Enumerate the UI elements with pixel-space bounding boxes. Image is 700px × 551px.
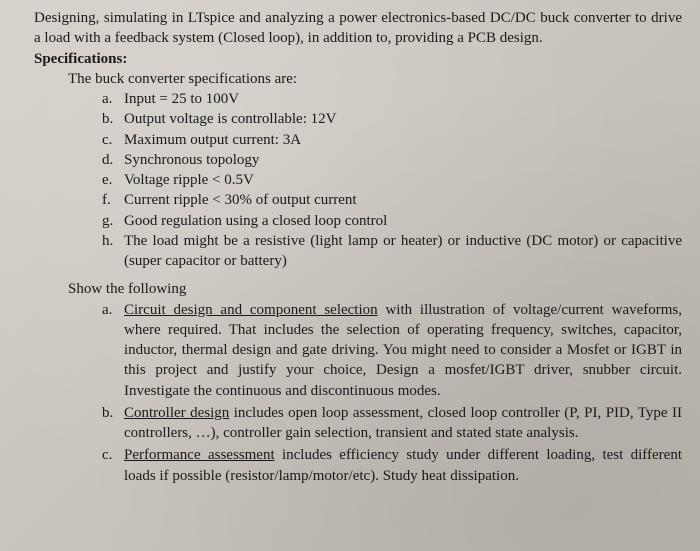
spec-text: Current ripple < 30% of output current [124,192,357,208]
intro-paragraph: Designing, simulating in LTspice and ana… [34,8,682,49]
spec-text: Good regulation using a closed loop cont… [124,213,387,229]
spec-text: Input = 25 to 100V [124,91,239,107]
show-heading: Show the following [34,279,682,299]
task-title: Controller design [124,405,229,421]
spec-item: f. Current ripple < 30% of output current [102,190,682,210]
task-marker: b. [102,403,113,423]
spec-marker: g. [102,211,113,231]
specifications-list: a. Input = 25 to 100V b. Output voltage is… [34,89,682,271]
task-item: a. Circuit design and component selectio… [102,300,682,401]
spec-item: c. Maximum output current: 3A [102,130,682,150]
task-marker: a. [102,300,112,320]
task-title: Performance assessment [124,447,275,463]
task-marker: c. [102,445,112,465]
task-item: b. Controller design includes open loop … [102,403,682,444]
task-item: c. Performance assessment includes effic… [102,445,682,486]
spec-text: The load might be a resistive (light lam… [124,233,682,269]
spec-item: h. The load might be a resistive (light l… [102,231,682,272]
spec-marker: f. [102,190,111,210]
spec-marker: a. [102,89,112,109]
spec-marker: b. [102,109,113,129]
specifications-heading: Specifications: [34,49,682,69]
spec-item: g. Good regulation using a closed loop co… [102,211,682,231]
tasks-list: a. Circuit design and component selectio… [34,300,682,486]
spec-marker: d. [102,150,113,170]
task-title: Circuit design and component selection [124,302,378,318]
spec-text: Output voltage is controllable: 12V [124,111,336,127]
spec-marker: h. [102,231,113,251]
spec-item: e. Voltage ripple < 0.5V [102,170,682,190]
spec-text: Voltage ripple < 0.5V [124,172,254,188]
spec-text: Maximum output current: 3A [124,132,301,148]
spec-text: Synchronous topology [124,152,259,168]
specifications-subheading: The buck converter specifications are: [34,69,682,89]
spec-item: a. Input = 25 to 100V [102,89,682,109]
spec-marker: e. [102,170,112,190]
spec-item: b. Output voltage is controllable: 12V [102,109,682,129]
spec-marker: c. [102,130,112,150]
spec-item: d. Synchronous topology [102,150,682,170]
